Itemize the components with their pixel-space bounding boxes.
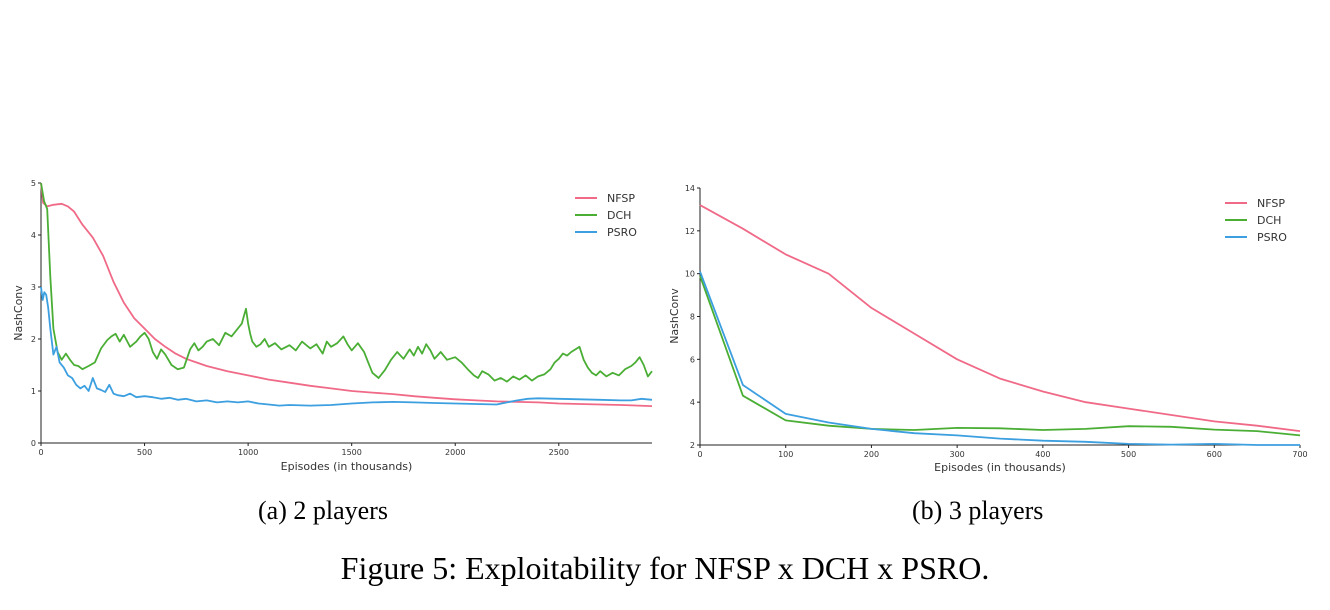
legend-label-psro: PSRO [1257, 231, 1287, 244]
subcaption-2-players: (a) 2 players [258, 496, 388, 525]
y-tick-label: 2 [690, 441, 695, 450]
y-axis-label: NashConv [668, 288, 681, 344]
x-tick-label: 600 [1207, 450, 1222, 459]
figure-caption: Figure 5: Exploitability for NFSP x DCH … [340, 550, 990, 586]
series-line-psro [40, 286, 653, 407]
y-tick-label: 5 [31, 179, 36, 188]
x-tick-label: 2000 [445, 448, 465, 457]
series-line-psro [699, 271, 1300, 446]
x-tick-label: 400 [1035, 450, 1050, 459]
x-tick-label: 0 [38, 448, 43, 457]
x-tick-label: 100 [778, 450, 793, 459]
series-line-nfsp [699, 204, 1301, 432]
x-tick-label: 700 [1292, 450, 1307, 459]
y-tick-label: 4 [690, 398, 695, 407]
x-tick-label: 0 [697, 450, 702, 459]
y-tick-label: 12 [685, 227, 695, 236]
series-line-dch [699, 275, 1301, 437]
x-axis-label: Episodes (in thousands) [934, 461, 1066, 474]
y-tick-label: 8 [690, 313, 695, 322]
y-axis-label: NashConv [12, 285, 25, 341]
x-tick-label: 1500 [341, 448, 361, 457]
legend-label-nfsp: NFSP [607, 192, 635, 205]
y-tick-label: 14 [685, 184, 695, 193]
y-tick-label: 1 [31, 387, 36, 396]
legend-label-psro: PSRO [607, 226, 637, 239]
x-tick-label: 1000 [238, 448, 258, 457]
series-line-nfsp [40, 182, 653, 407]
x-tick-label: 200 [864, 450, 879, 459]
y-tick-label: 0 [31, 439, 36, 448]
legend-label-nfsp: NFSP [1257, 197, 1285, 210]
y-tick-label: 4 [31, 231, 36, 240]
series-line-dch [40, 182, 653, 383]
legend-label-dch: DCH [607, 209, 631, 222]
y-tick-label: 10 [685, 270, 695, 279]
x-tick-label: 2500 [549, 448, 569, 457]
y-tick-label: 2 [31, 335, 36, 344]
y-tick-label: 3 [31, 283, 36, 292]
chart-2-players: 0 500 1000 1500 2000 2500 0 1 2 3 4 5 Episodes (in t… [12, 179, 653, 473]
y-tick-label: 6 [690, 355, 695, 364]
x-tick-label: 500 [137, 448, 152, 457]
x-axis-label: Episodes (in thousands) [281, 460, 413, 473]
chart-3-players: 0 100 200 300 400 500 600 700 2 4 6 8 10 12 14 Episodes… [668, 184, 1308, 474]
x-tick-label: 300 [950, 450, 965, 459]
subcaption-3-players: (b) 3 players [912, 496, 1044, 525]
legend-label-dch: DCH [1257, 214, 1281, 227]
x-tick-label: 500 [1121, 450, 1136, 459]
